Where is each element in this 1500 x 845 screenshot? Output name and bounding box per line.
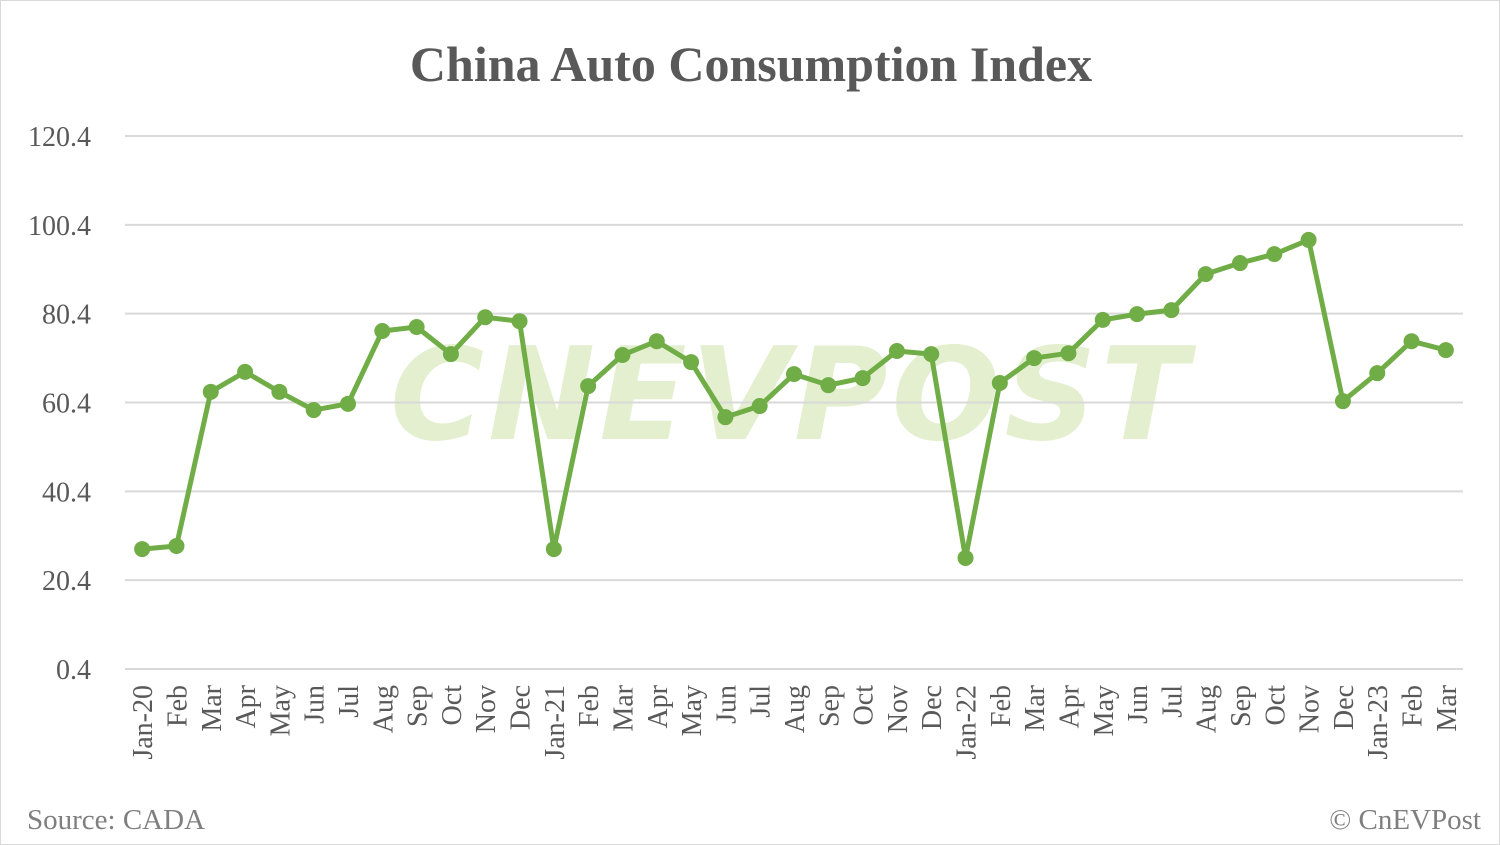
x-tick-label: Dec	[1329, 685, 1360, 730]
data-point	[923, 346, 940, 363]
data-point	[134, 541, 151, 558]
data-point	[305, 402, 322, 419]
data-point	[340, 395, 356, 412]
x-tick-label: Nov	[883, 685, 914, 733]
data-point	[991, 374, 1008, 391]
data-point	[1334, 393, 1351, 410]
x-tick-label: Jan-20	[128, 685, 159, 760]
copyright-label: © CnEVPost	[1329, 804, 1481, 836]
x-tick-label: Sep	[403, 685, 434, 727]
data-point	[854, 370, 871, 387]
data-point	[888, 342, 905, 359]
data-point	[477, 309, 494, 326]
y-tick-label: 20.4	[42, 566, 91, 597]
data-point	[1437, 342, 1454, 359]
y-tick-label: 60.4	[42, 389, 91, 420]
x-tick-label: Nov	[1295, 685, 1326, 733]
x-tick-label: Mar	[1020, 684, 1051, 731]
x-tick-label: Feb	[574, 685, 605, 727]
x-tick-label: Jun	[1123, 685, 1154, 724]
x-tick-label: Jan-21	[540, 685, 571, 760]
y-tick-label: 120.4	[28, 122, 91, 153]
x-tick-label: Dec	[917, 685, 948, 730]
data-point	[580, 378, 597, 395]
data-point	[1403, 333, 1420, 350]
data-point	[1232, 255, 1248, 272]
x-tick-label: Sep	[1226, 685, 1257, 727]
x-tick-label: Jul	[746, 685, 777, 718]
y-tick-label: 80.4	[42, 300, 91, 331]
chart-title: China Auto Consumption Index	[410, 36, 1092, 92]
data-point	[1060, 345, 1077, 362]
x-tick-label: Oct	[1260, 685, 1291, 726]
x-tick-label: Jul	[1157, 685, 1188, 718]
x-tick-label: Aug	[368, 685, 399, 733]
x-tick-label: May	[677, 685, 708, 736]
data-point	[374, 322, 391, 339]
x-tick-label: Feb	[162, 685, 193, 727]
x-tick-label: Aug	[1192, 685, 1223, 733]
data-point	[545, 541, 562, 558]
x-tick-label: Apr	[643, 684, 674, 728]
data-point	[1026, 350, 1043, 367]
x-tick-label: Mar	[608, 684, 639, 731]
x-tick-label: Dec	[506, 685, 537, 730]
data-point	[168, 537, 185, 554]
data-point	[442, 346, 459, 363]
data-point	[511, 313, 528, 330]
data-point	[1094, 311, 1111, 328]
x-tick-label: Feb	[1398, 685, 1429, 727]
x-tick-label: Mar	[197, 684, 228, 731]
data-point	[648, 333, 665, 350]
data-point	[683, 354, 700, 371]
data-point	[1197, 266, 1214, 283]
data-point	[1266, 246, 1283, 263]
x-tick-label: Jun	[300, 685, 331, 724]
x-tick-label: May	[1089, 685, 1120, 736]
data-point	[202, 383, 219, 400]
data-point	[1369, 365, 1386, 382]
x-tick-label: Nov	[471, 685, 502, 733]
data-point	[717, 409, 734, 426]
data-point	[614, 346, 631, 363]
data-point	[1300, 231, 1317, 248]
x-tick-label: Apr	[1054, 684, 1085, 728]
data-point	[408, 318, 425, 335]
y-tick-label: 100.4	[28, 211, 91, 242]
x-tick-label: Aug	[780, 685, 811, 733]
x-tick-label: Mar	[1432, 684, 1463, 731]
data-point	[1163, 302, 1180, 319]
data-point	[957, 549, 974, 566]
data-point	[237, 363, 254, 380]
x-tick-label: Sep	[814, 685, 845, 727]
x-tick-label: Apr	[231, 684, 262, 728]
x-tick-label: Jan-23	[1363, 685, 1394, 760]
x-tick-label: Jul	[334, 685, 365, 718]
data-point	[786, 366, 802, 383]
x-tick-label: Feb	[986, 685, 1017, 727]
data-point	[271, 383, 288, 400]
y-tick-label: 0.4	[56, 655, 91, 686]
data-point	[820, 377, 837, 394]
y-tick-label: 40.4	[42, 477, 91, 508]
data-point	[1129, 306, 1146, 323]
x-tick-label: Oct	[849, 685, 880, 726]
x-tick-label: Jan-22	[952, 685, 983, 760]
source-label: Source: CADA	[27, 804, 205, 836]
x-tick-label: May	[265, 685, 296, 736]
x-tick-label: Jun	[711, 685, 742, 724]
x-tick-label: Oct	[437, 685, 468, 726]
data-point	[751, 398, 768, 415]
